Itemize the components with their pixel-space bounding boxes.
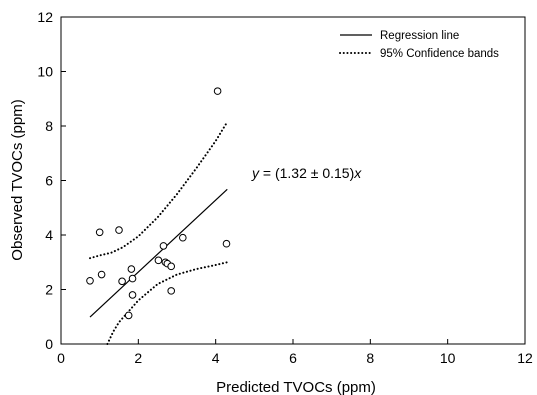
x-axis-title: Predicted TVOCs (ppm) — [216, 379, 376, 395]
y-tick-label: 0 — [45, 336, 53, 352]
lower-confidence-band — [106, 261, 229, 345]
data-point — [128, 291, 137, 299]
x-axis-ticks: 0 2 4 6 8 10 12 — [57, 339, 533, 366]
data-point — [159, 242, 168, 250]
y-tick-label: 4 — [45, 227, 53, 243]
data-point — [167, 262, 175, 271]
legend: Regression line 95% Confidence bands — [339, 30, 499, 60]
data-point — [179, 233, 187, 242]
data-point — [118, 277, 126, 286]
y-tick-label: 12 — [37, 9, 53, 25]
data-point — [222, 239, 231, 248]
equation-y-variable: y — [251, 165, 260, 181]
x-tick-label: 12 — [517, 350, 533, 366]
equation-body: = (1.32 ± 0.15) — [259, 165, 354, 181]
legend-label-regression: Regression line — [380, 30, 459, 42]
y-axis-title: Observed TVOCs (ppm) — [9, 99, 26, 260]
x-tick-label: 0 — [57, 350, 65, 366]
confidence-bands — [89, 120, 229, 345]
data-point — [213, 87, 222, 95]
data-point — [115, 226, 123, 234]
legend-label-confidence: 95% Confidence bands — [380, 48, 499, 60]
data-point — [97, 270, 106, 279]
y-axis-ticks: 0 2 4 6 8 10 12 — [37, 9, 66, 352]
x-tick-label: 2 — [134, 350, 142, 366]
data-point — [154, 256, 163, 265]
y-tick-label: 8 — [45, 118, 53, 134]
y-tick-label: 2 — [45, 282, 53, 298]
data-point — [127, 265, 136, 273]
upper-confidence-band — [89, 120, 229, 260]
x-tick-label: 8 — [366, 350, 374, 366]
data-point — [128, 274, 137, 283]
y-tick-label: 6 — [45, 173, 53, 189]
regression-line-group — [89, 188, 228, 318]
data-point — [86, 276, 94, 285]
equation-x-variable: x — [353, 165, 362, 181]
regression-line — [89, 188, 228, 318]
data-point — [95, 228, 104, 237]
x-tick-label: 4 — [212, 350, 220, 366]
data-point — [124, 311, 133, 320]
data-point — [167, 287, 175, 295]
regression-equation: y = (1.32 ± 0.15)x — [251, 165, 362, 181]
x-tick-label: 6 — [289, 350, 297, 366]
data-points — [86, 87, 231, 320]
x-tick-label: 10 — [440, 350, 456, 366]
y-tick-label: 10 — [37, 64, 53, 80]
